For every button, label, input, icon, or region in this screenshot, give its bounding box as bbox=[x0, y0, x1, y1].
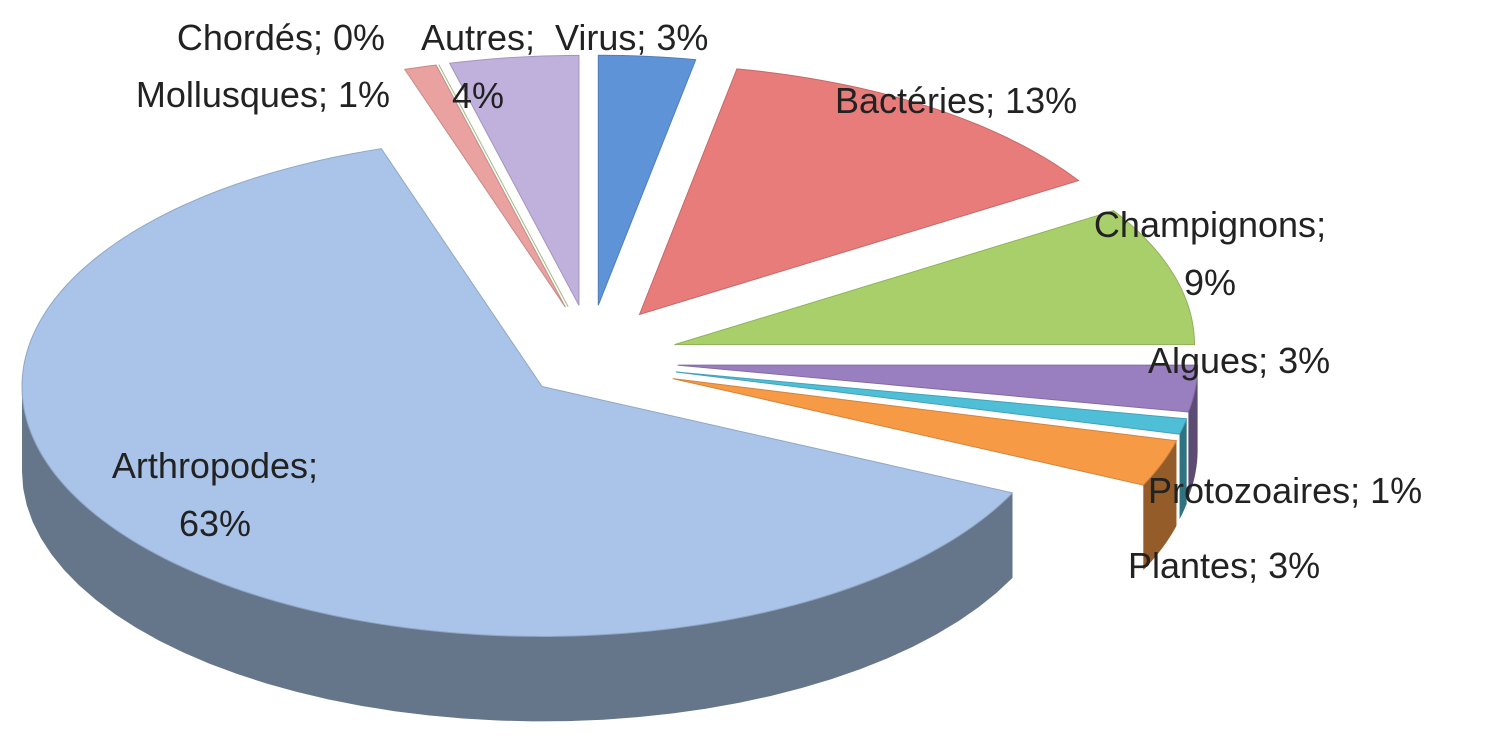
data-label: Champignons; 9% bbox=[1094, 204, 1326, 303]
label-category: Bactéries bbox=[835, 80, 985, 121]
label-category: Arthropodes bbox=[112, 445, 308, 486]
label-separator: ; bbox=[313, 17, 333, 58]
side-walls bbox=[21, 365, 1198, 722]
label-value: 63% bbox=[179, 503, 251, 544]
label-separator: ; bbox=[985, 80, 1005, 121]
label-value: 3% bbox=[1278, 340, 1330, 381]
label-separator: ; bbox=[636, 17, 656, 58]
data-label: Algues; 3% bbox=[1148, 340, 1330, 381]
data-label: Autres; 4% bbox=[421, 17, 535, 116]
label-category: Algues bbox=[1148, 340, 1258, 381]
slice bbox=[638, 68, 1080, 316]
slice bbox=[403, 64, 566, 308]
label-category: Protozoaires bbox=[1148, 470, 1350, 511]
label-category: Virus bbox=[555, 17, 636, 58]
data-label: Protozoaires; 1% bbox=[1148, 470, 1422, 511]
label-separator: ; bbox=[525, 17, 535, 58]
slice bbox=[448, 54, 580, 306]
label-value: 9% bbox=[1184, 262, 1236, 303]
slice-tops bbox=[21, 54, 1199, 637]
slice-side bbox=[1179, 418, 1187, 520]
label-category: Autres bbox=[421, 17, 525, 58]
label-separator: ; bbox=[308, 445, 318, 486]
slice bbox=[675, 371, 1188, 435]
data-label: Virus; 3% bbox=[555, 17, 708, 58]
label-category: Chordés bbox=[177, 17, 313, 58]
slice-side bbox=[21, 386, 1013, 722]
label-value: 3% bbox=[1268, 545, 1320, 586]
slice bbox=[677, 364, 1199, 413]
label-value: 1% bbox=[1370, 470, 1422, 511]
data-label: Mollusques; 1% bbox=[136, 74, 390, 115]
label-category: Mollusques bbox=[136, 74, 318, 115]
slice-side bbox=[1188, 365, 1198, 498]
slice bbox=[674, 210, 1196, 346]
label-category: Champignons bbox=[1094, 204, 1316, 245]
data-label: Chordés; 0% bbox=[177, 17, 385, 58]
data-label: Arthropodes; 63% bbox=[112, 445, 318, 544]
label-separator: ; bbox=[1350, 470, 1370, 511]
label-separator: ; bbox=[1248, 545, 1268, 586]
label-value: 0% bbox=[333, 17, 385, 58]
slice bbox=[21, 148, 1014, 637]
label-separator: ; bbox=[1258, 340, 1278, 381]
slice bbox=[438, 64, 569, 307]
label-separator: ; bbox=[1316, 204, 1326, 245]
slice bbox=[597, 54, 697, 306]
label-value: 13% bbox=[1005, 80, 1077, 121]
label-separator: ; bbox=[318, 74, 338, 115]
slice bbox=[672, 378, 1178, 486]
data-label: Plantes; 3% bbox=[1128, 545, 1320, 586]
label-category: Plantes bbox=[1128, 545, 1248, 586]
data-label: Bactéries; 13% bbox=[835, 80, 1077, 121]
label-value: 1% bbox=[338, 74, 390, 115]
slice-side bbox=[1143, 440, 1177, 571]
label-value: 3% bbox=[656, 17, 708, 58]
label-value: 4% bbox=[452, 75, 504, 116]
